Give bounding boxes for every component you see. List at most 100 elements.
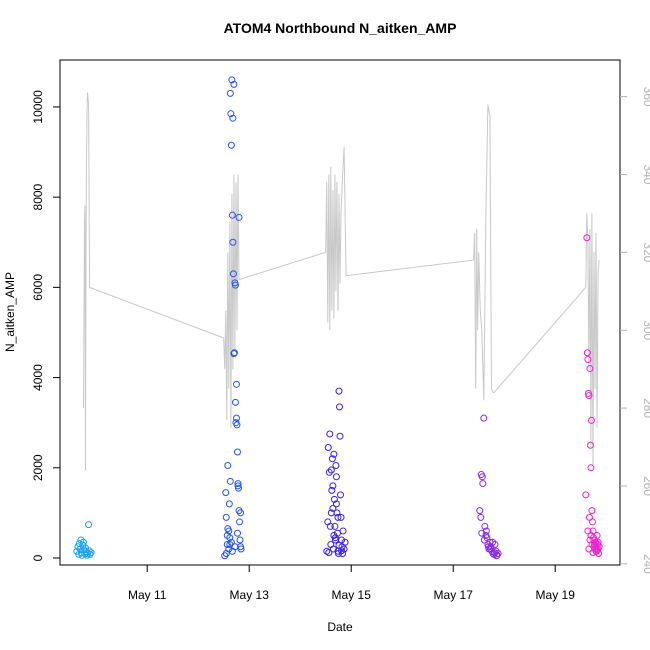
- scatter-point: [229, 238, 237, 246]
- scatter-point: [226, 89, 234, 97]
- x-tick-label: May 11: [128, 588, 167, 602]
- scatter-point: [337, 513, 345, 521]
- scatter-point: [583, 234, 591, 242]
- scatter-point: [480, 414, 488, 422]
- scatter-point: [326, 430, 334, 438]
- scatter-point: [478, 473, 486, 481]
- scatter-point: [331, 522, 339, 530]
- scatter-point: [224, 462, 232, 470]
- scatter-point: [482, 527, 490, 535]
- scatter-point: [325, 549, 333, 557]
- scatter-point: [226, 477, 234, 485]
- scatter-point: [336, 432, 344, 440]
- scatter-point: [589, 527, 597, 535]
- scatter-point: [228, 76, 236, 84]
- scatter-point: [323, 547, 331, 555]
- scatter-point: [233, 529, 241, 537]
- scatter-point: [339, 527, 347, 535]
- scatter-point: [591, 541, 599, 549]
- scatter-point: [237, 545, 245, 553]
- scatter-point: [481, 522, 489, 530]
- scatter-point: [338, 547, 346, 555]
- scatter-point: [229, 114, 237, 122]
- scatter-point: [587, 531, 595, 539]
- scatter-point: [79, 538, 87, 546]
- y-tick-label: 8000: [31, 183, 45, 210]
- scatter-point: [330, 495, 338, 503]
- scatter-point: [493, 552, 501, 560]
- plot-frame: [59, 59, 621, 566]
- scatter-point: [236, 536, 244, 544]
- scatter-point: [335, 387, 343, 395]
- scatter-point: [231, 543, 239, 551]
- scatter-point: [223, 531, 231, 539]
- scatter-point: [227, 141, 235, 149]
- scatter-point: [328, 486, 336, 494]
- scatter-point: [330, 450, 338, 458]
- y2-tick-label: 360: [641, 87, 650, 107]
- scatter-point: [587, 464, 595, 472]
- scatter-point: [80, 546, 88, 554]
- scatter-point: [486, 545, 494, 553]
- scatter-point: [335, 541, 343, 549]
- y2-tick-label: 260: [641, 476, 650, 496]
- scatter-point: [586, 365, 594, 373]
- x-axis-label: Date: [327, 620, 353, 634]
- line-series: [83, 92, 600, 471]
- scatter-point: [333, 509, 341, 517]
- scatter-point: [224, 525, 232, 533]
- scatter-point: [331, 534, 339, 542]
- y2-tick-label: 280: [641, 398, 650, 418]
- x-tick-label: May 15: [332, 588, 372, 602]
- scatter-point: [234, 480, 242, 488]
- scatter-point: [325, 468, 333, 476]
- y2-tick-label: 340: [641, 164, 650, 184]
- scatter-point: [230, 350, 238, 358]
- scatter-point: [326, 522, 334, 530]
- y-tick-label: 4000: [31, 364, 45, 391]
- scatter-point: [586, 536, 594, 544]
- scatter-point: [234, 482, 242, 490]
- scatter-point: [85, 547, 93, 555]
- scatter-point: [479, 480, 487, 488]
- scatter-point: [488, 538, 496, 546]
- scatter-point: [222, 513, 230, 521]
- x-tick-label: May 17: [434, 588, 474, 602]
- y-tick-label: 0: [31, 554, 45, 561]
- scatter-point: [228, 211, 236, 219]
- scatter-point: [484, 543, 492, 551]
- scatter-point: [582, 491, 590, 499]
- y2-tick-label: 300: [641, 320, 650, 340]
- scatter-point: [231, 398, 239, 406]
- scatter-point: [328, 455, 336, 463]
- scatter-point: [223, 540, 231, 548]
- scatter-point: [334, 513, 342, 521]
- y-tick-label: 6000: [31, 274, 45, 301]
- scatter-point: [332, 500, 340, 508]
- scatter-point: [480, 536, 488, 544]
- scatter-point: [235, 213, 243, 221]
- scatter-point: [327, 466, 335, 474]
- scatter-point: [332, 462, 340, 470]
- scatter-point: [593, 546, 601, 554]
- scatter-point: [233, 421, 241, 429]
- x-tick-label: May 19: [536, 588, 576, 602]
- scatter-point: [585, 392, 593, 400]
- scatter-point: [341, 538, 349, 546]
- scatter-point: [225, 545, 233, 553]
- scatter-point: [85, 521, 93, 529]
- y2-tick-label: 320: [641, 242, 650, 262]
- scatter-point: [587, 416, 595, 424]
- scatter-point: [585, 545, 593, 553]
- scatter-point: [236, 518, 244, 526]
- scatter-point: [588, 518, 596, 526]
- scatter-point: [233, 448, 241, 456]
- scatter-point: [222, 489, 230, 497]
- scatter-point: [225, 500, 233, 508]
- scatter-point: [232, 380, 240, 388]
- scatter-point: [584, 356, 592, 364]
- scatter-point: [329, 504, 337, 512]
- scatter-point: [230, 80, 238, 88]
- y-tick-label: 10000: [31, 90, 45, 124]
